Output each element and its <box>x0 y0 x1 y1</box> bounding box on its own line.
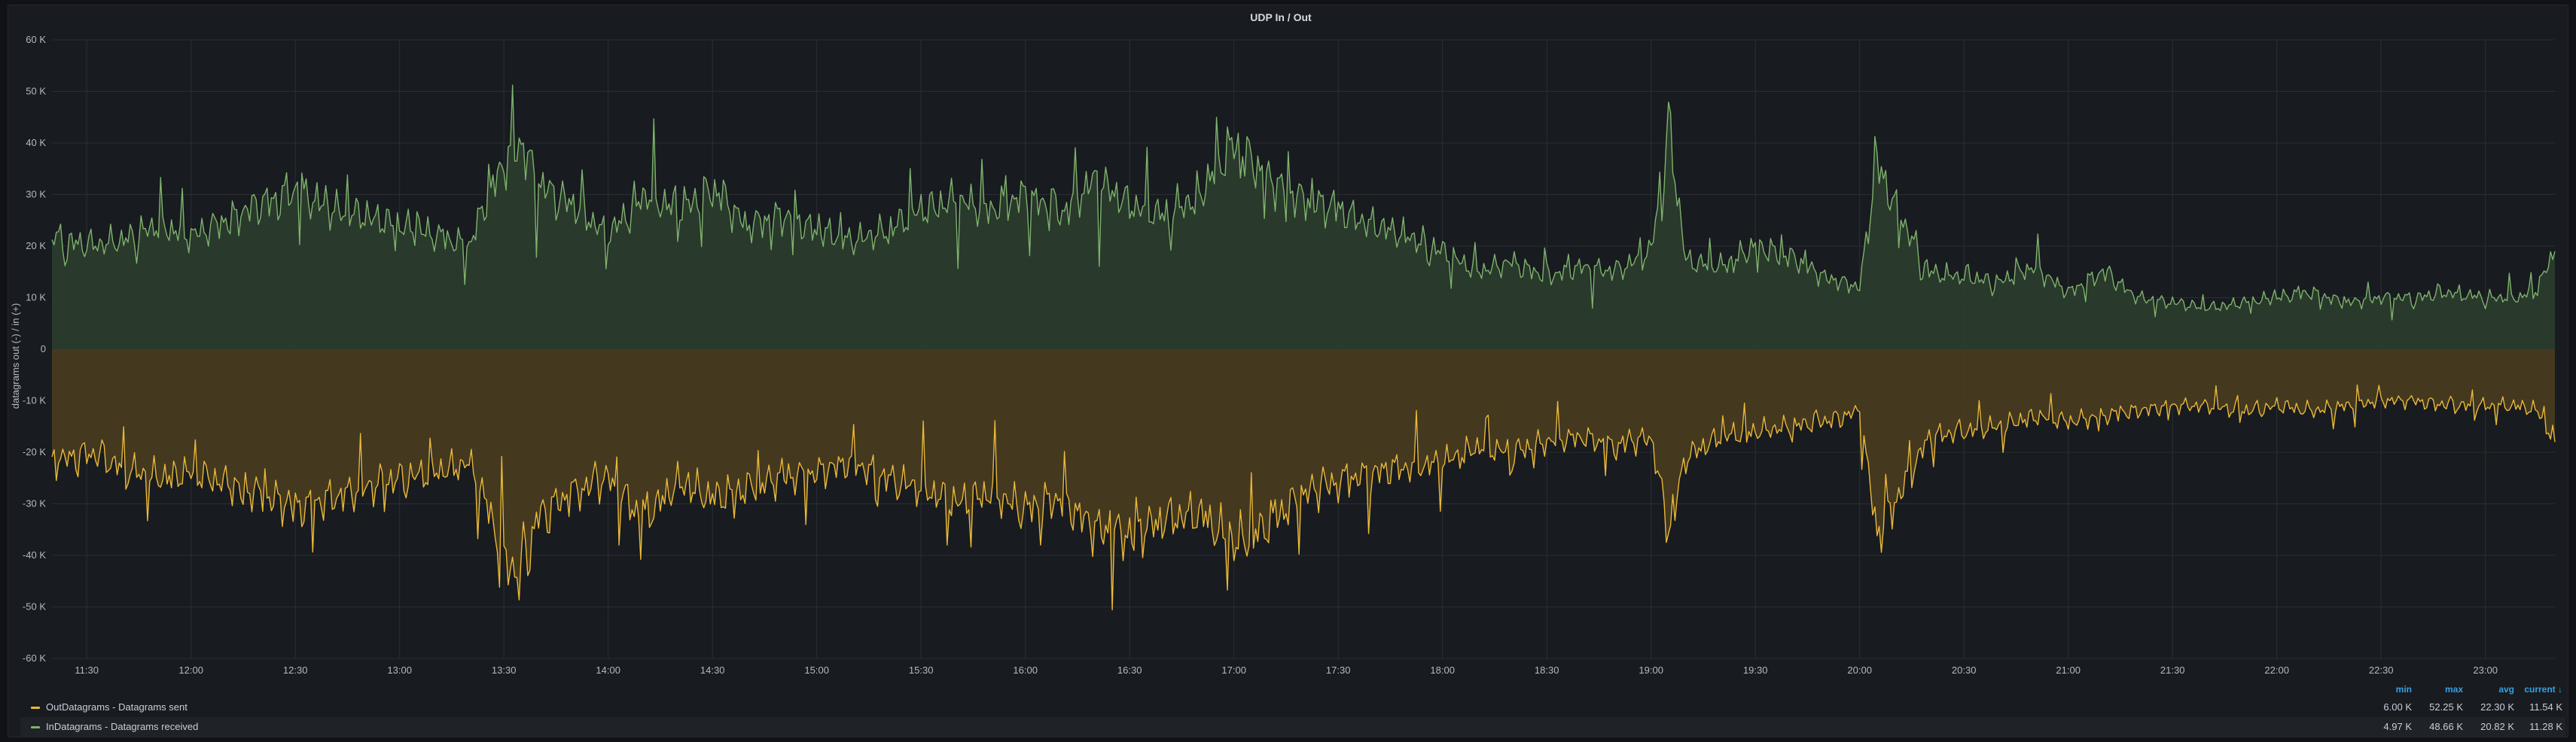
x-tick-label: 15:30 <box>909 664 934 675</box>
y-tick-label: 40 K <box>26 137 46 148</box>
x-tick-label: 19:30 <box>1743 664 1768 675</box>
legend-label-out[interactable]: OutDatagrams - Datagrams sent <box>46 701 187 713</box>
line-layer <box>51 84 2556 610</box>
x-tick-label: 14:00 <box>596 664 620 675</box>
x-tick-label: 23:00 <box>2473 664 2498 675</box>
y-tick-label: -40 K <box>23 549 46 561</box>
legend-swatch-out[interactable] <box>31 707 40 709</box>
y-tick-label: 50 K <box>26 86 46 97</box>
legend-header-current[interactable]: current ↓ <box>2524 684 2562 695</box>
y-tick-label: -50 K <box>23 601 46 613</box>
y-tick-label: 0 <box>41 343 46 354</box>
x-tick-label: 11:30 <box>75 664 99 675</box>
legend-in-min: 4.97 K <box>2383 721 2412 732</box>
x-tick-label: 17:00 <box>1221 664 1246 675</box>
x-axis: 11:30 12:00 12:30 13:00 13:30 14:00 14:30 15:00… <box>75 664 2498 675</box>
x-tick-label: 12:00 <box>178 664 203 675</box>
udp-chart: 60 K 50 K 40 K 30 K 20 K 10 K 0 -10 K -20 K -30 K… <box>10 11 2556 675</box>
legend-in-avg: 20.82 K <box>2480 721 2514 732</box>
x-tick-label: 14:30 <box>700 664 725 675</box>
x-tick-label: 22:30 <box>2369 664 2394 675</box>
y-tick-label: -20 K <box>23 446 46 458</box>
x-tick-label: 21:30 <box>2160 664 2185 675</box>
y-tick-label: 10 K <box>26 292 46 303</box>
x-tick-label: 15:00 <box>804 664 829 675</box>
x-tick-label: 16:00 <box>1013 664 1038 675</box>
y-axis: 60 K 50 K 40 K 30 K 20 K 10 K 0 -10 K -20 K -30 K… <box>23 34 46 664</box>
x-tick-label: 13:00 <box>387 664 412 675</box>
legend-in-current: 11.28 K <box>2529 721 2562 732</box>
y-tick-label: 60 K <box>26 34 46 45</box>
y-tick-label: 20 K <box>26 240 46 251</box>
series-line-out <box>51 384 2556 610</box>
x-tick-label: 12:30 <box>283 664 308 675</box>
udp-chart-panel: 60 K 50 K 40 K 30 K 20 K 10 K 0 -10 K -20 K -30 K… <box>8 5 2568 737</box>
y-axis-label: datagrams out (-) / in (+) <box>10 303 21 409</box>
y-tick-label: -10 K <box>23 395 46 406</box>
legend-row-out[interactable]: OutDatagrams - Datagrams sent 6.00 K 52.… <box>20 698 2565 717</box>
legend: min max avg current ↓ OutDatagrams - Dat… <box>20 681 2565 737</box>
x-tick-label: 17:30 <box>1326 664 1351 675</box>
x-tick-label: 19:00 <box>1639 664 1663 675</box>
area-layer <box>52 85 2555 610</box>
y-tick-label: -30 K <box>23 498 46 509</box>
legend-in-max: 48.66 K <box>2429 721 2463 732</box>
legend-row-in[interactable]: InDatagrams - Datagrams received 4.97 K … <box>20 717 2565 737</box>
legend-header-avg[interactable]: avg <box>2498 684 2514 695</box>
x-tick-label: 18:00 <box>1430 664 1455 675</box>
legend-header-min[interactable]: min <box>2395 684 2412 695</box>
x-tick-label: 16:30 <box>1117 664 1142 675</box>
x-tick-label: 20:00 <box>1847 664 1872 675</box>
chart-title[interactable]: UDP In / Out <box>1250 11 1312 23</box>
legend-label-in[interactable]: InDatagrams - Datagrams received <box>46 721 199 732</box>
legend-header: min max avg current ↓ <box>20 681 2565 698</box>
legend-out-current: 11.54 K <box>2529 701 2562 713</box>
x-tick-label: 18:30 <box>1535 664 1559 675</box>
legend-out-min: 6.00 K <box>2383 701 2412 713</box>
x-tick-label: 22:00 <box>2264 664 2289 675</box>
series-area-in <box>52 85 2555 349</box>
legend-header-max[interactable]: max <box>2444 684 2463 695</box>
series-area-out <box>52 349 2555 610</box>
legend-swatch-in[interactable] <box>31 726 40 728</box>
x-tick-label: 21:00 <box>2056 664 2081 675</box>
x-tick-label: 13:30 <box>492 664 517 675</box>
series-line-in <box>51 84 2556 321</box>
x-tick-label: 20:30 <box>1952 664 1977 675</box>
legend-out-avg: 22.30 K <box>2480 701 2514 713</box>
y-tick-label: 30 K <box>26 189 46 200</box>
legend-out-max: 52.25 K <box>2429 701 2463 713</box>
y-tick-label: -60 K <box>23 652 46 664</box>
